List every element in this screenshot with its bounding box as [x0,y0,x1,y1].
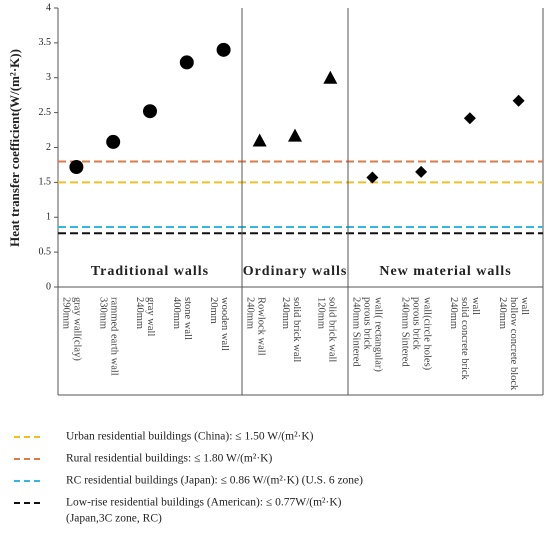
x-tick-label: 400mm [171,297,182,329]
x-tick-label: Rowlock wall [256,297,267,356]
x-tick-label: 240mm [497,297,508,329]
marker [288,128,302,142]
marker [415,165,428,178]
y-tick-label: 2.5 [39,107,52,118]
x-tick-label: stone wall [182,297,193,340]
x-tick-label: gray wall [145,297,156,336]
x-tick-label: hollow concrete block [508,297,519,391]
marker [252,133,267,147]
marker [463,112,476,125]
y-tick-label: 0.5 [39,246,52,257]
marker [512,94,525,107]
marker [179,55,194,70]
y-tick-label: 3.5 [39,37,52,48]
x-tick-label: gray wall(clay) [72,297,83,361]
marker [106,134,121,149]
y-tick-label: 0 [46,281,51,292]
x-tick-label: 240mm [245,297,256,329]
marker [69,160,84,175]
x-tick-label: porous brick [362,297,373,351]
x-tick-label: 330mm [97,297,108,329]
y-tick-label: 1.5 [39,177,52,188]
x-tick-label: solid brick wall [326,297,337,362]
y-axis-label: Heat transfer coefficient(W/(m²·K)) [7,49,22,247]
y-tick-label: 2 [46,142,51,153]
x-tick-label: wooden wall [219,297,230,351]
marker [366,171,379,184]
marker [323,70,338,84]
legend-label: Low-rise residential buildings (American… [66,497,342,509]
x-tick-label: 120mm [315,297,326,329]
x-tick-label: 240mm [448,297,459,329]
y-tick-label: 1 [46,212,51,223]
x-tick-label: 290mm [61,297,72,329]
x-tick-label: wall(circle holes) [421,297,432,371]
x-tick-label: solid brick wall [291,297,302,362]
x-tick-label: 20mm [208,297,219,324]
x-tick-label: 240mm Sintered [399,297,410,367]
group-label: Traditional walls [91,264,209,279]
legend-label: Urban residential buildings (China): ≤ 1… [66,431,314,443]
x-tick-label: porous brick [410,297,421,351]
group-label: Ordinary walls [243,264,348,279]
legend-label: RC residential buildings (Japan): ≤ 0.86… [66,475,363,487]
marker [143,104,157,119]
x-tick-label: rammed earth wall [108,297,119,376]
x-tick-label: 240mm [134,297,145,329]
marker [216,42,231,57]
x-tick-label: wall [470,297,481,315]
legend-label: Rural residential buildings: ≤ 1.80 W/(m… [66,453,272,465]
group-label: New material walls [379,264,511,279]
y-tick-label: 4 [46,2,51,13]
legend-label: (Japan,3C zone, RC) [66,513,162,525]
x-tick-label: solid concrete brick [459,297,470,381]
x-tick-label: wall( rectangular) [373,297,384,372]
x-tick-label: 240mm [280,297,291,329]
x-tick-label: 240mm Sintered [351,297,362,367]
x-tick-label: wall [519,297,530,315]
y-tick-label: 3 [46,72,51,83]
